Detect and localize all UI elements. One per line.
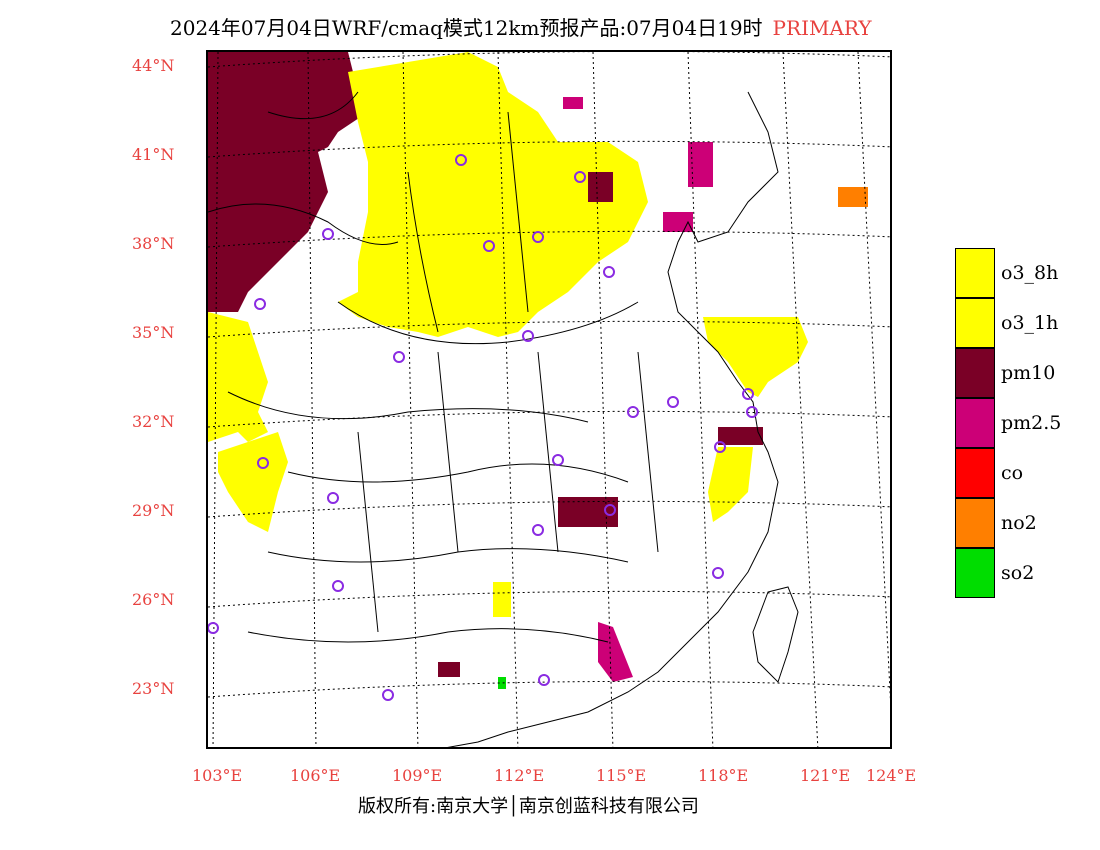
station-marker	[532, 524, 544, 536]
pm10-patch-hebei	[588, 172, 613, 202]
legend-label: co	[1001, 462, 1024, 484]
station-marker	[603, 266, 615, 278]
title-text: 2024年07月04日WRF/cmaq模式12km预报产品:07月04日19时	[170, 16, 763, 40]
pm25-patch-north	[563, 97, 583, 109]
legend-swatch	[955, 498, 995, 548]
pm10-patch-guangdong	[438, 662, 460, 677]
legend-swatch	[955, 448, 995, 498]
lon-label: 124°E	[866, 766, 917, 785]
lat-label: 38°N	[132, 234, 175, 253]
graticule	[208, 52, 890, 747]
lat-label: 32°N	[132, 412, 175, 431]
lon-label: 103°E	[192, 766, 243, 785]
lon-label: 112°E	[494, 766, 545, 785]
map-title: 2024年07月04日WRF/cmaq模式12km预报产品:07月04日19时 P…	[170, 12, 872, 41]
so2-patch-guangdong	[498, 677, 506, 689]
station-marker	[532, 231, 544, 243]
station-marker	[714, 441, 726, 453]
legend-label: o3_8h	[1001, 262, 1059, 284]
station-marker	[522, 330, 534, 342]
lat-label: 35°N	[132, 323, 175, 342]
lat-label: 44°N	[132, 56, 175, 75]
pm25-patch-beijing	[688, 142, 713, 187]
pm10-patch-anhui	[718, 427, 763, 445]
legend-label: no2	[1001, 512, 1037, 534]
station-marker	[257, 457, 269, 469]
station-marker	[332, 580, 344, 592]
lon-label: 106°E	[290, 766, 341, 785]
station-marker	[483, 240, 495, 252]
title-tag: PRIMARY	[772, 16, 872, 40]
station-marker	[327, 492, 339, 504]
station-markers	[208, 154, 758, 701]
legend-label: so2	[1001, 562, 1035, 584]
station-marker	[574, 171, 586, 183]
o3-region-yellowsea	[703, 317, 808, 397]
o3-region-west	[208, 312, 268, 442]
lat-label: 29°N	[132, 501, 175, 520]
station-marker	[322, 228, 334, 240]
station-marker	[538, 674, 550, 686]
legend-swatch	[955, 398, 995, 448]
lat-label: 23°N	[132, 679, 175, 698]
copyright-credit: 版权所有:南京大学│南京创蓝科技有限公司	[358, 796, 699, 817]
pm10-region-northwest	[208, 52, 368, 312]
legend-swatch	[955, 348, 995, 398]
legend-swatch	[955, 298, 995, 348]
station-marker	[627, 406, 639, 418]
lon-label: 109°E	[392, 766, 443, 785]
lat-label: 26°N	[132, 590, 175, 609]
legend-label: o3_1h	[1001, 312, 1059, 334]
o3-region-north	[338, 52, 648, 337]
no2-patch-korea	[838, 187, 868, 207]
station-marker	[208, 622, 219, 634]
o3-region-sichuan	[218, 432, 288, 532]
legend-label: pm10	[1001, 362, 1056, 384]
station-marker	[712, 567, 724, 579]
map-canvas	[208, 52, 890, 747]
lat-label: 41°N	[132, 145, 175, 164]
station-marker	[382, 689, 394, 701]
lon-label: 118°E	[698, 766, 749, 785]
station-marker	[742, 388, 754, 400]
station-marker	[552, 454, 564, 466]
legend-swatch	[955, 248, 995, 298]
station-marker	[254, 298, 266, 310]
station-marker	[604, 504, 616, 516]
station-marker	[746, 406, 758, 418]
lon-label: 115°E	[596, 766, 647, 785]
station-marker	[667, 396, 679, 408]
station-marker	[455, 154, 467, 166]
station-marker	[393, 351, 405, 363]
lon-label: 121°E	[800, 766, 851, 785]
boundaries	[208, 91, 799, 747]
legend-swatch	[955, 548, 995, 598]
forecast-map	[206, 50, 892, 749]
o3-patch-guangxi	[493, 582, 511, 617]
legend-label: pm2.5	[1001, 412, 1062, 434]
o3-region-zhejiang	[708, 447, 753, 522]
pm25-region-guangdong	[598, 622, 633, 682]
